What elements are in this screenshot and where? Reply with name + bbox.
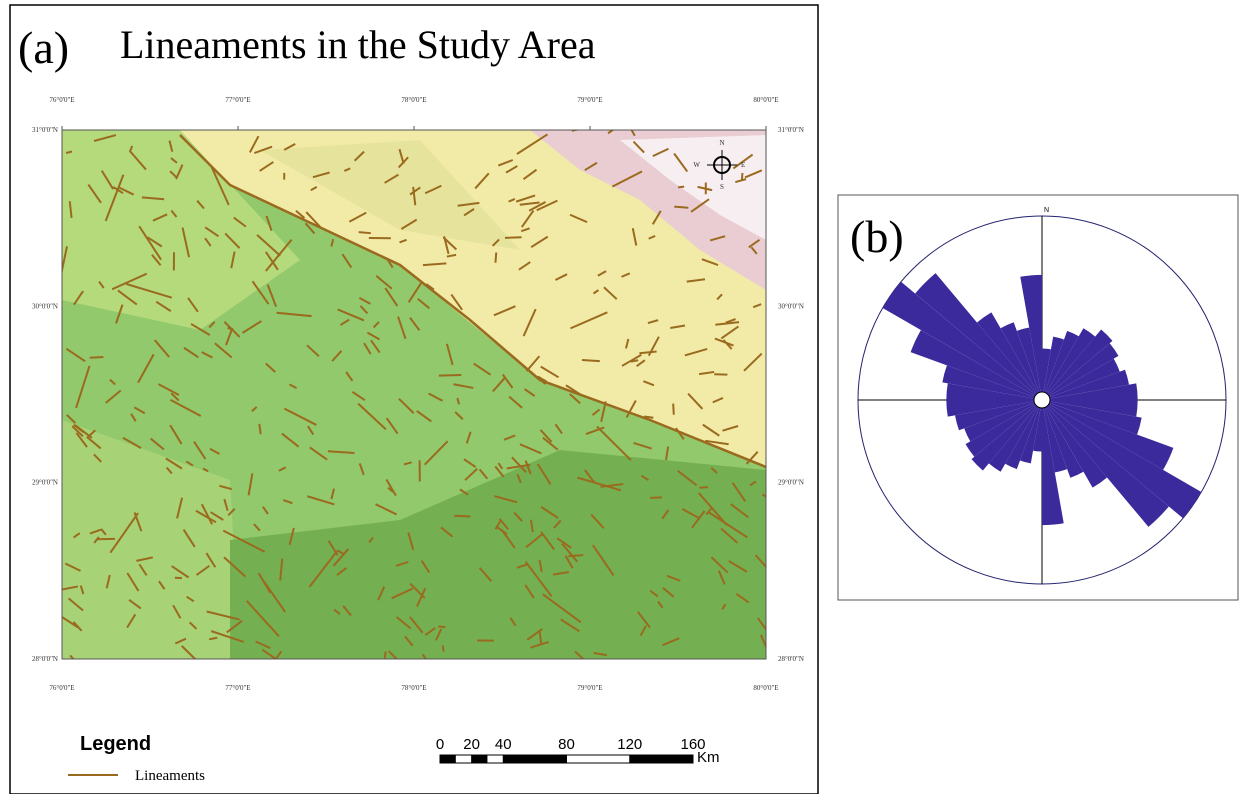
compass-s: S bbox=[720, 183, 724, 191]
scale-segment bbox=[503, 755, 566, 763]
lineament bbox=[678, 187, 684, 188]
lineament bbox=[540, 631, 541, 643]
scale-segment bbox=[472, 755, 488, 763]
scale-segment bbox=[440, 755, 456, 763]
compass-n: N bbox=[719, 139, 724, 147]
panel-a-label: (a) bbox=[18, 22, 69, 73]
panel-b-label: (b) bbox=[850, 211, 904, 262]
lineament bbox=[90, 357, 104, 358]
lineament bbox=[742, 173, 743, 181]
longitude-label: 78°0'0"E bbox=[401, 96, 426, 104]
lineament bbox=[443, 646, 444, 652]
legend-item: Lineaments bbox=[135, 768, 205, 784]
rose-north: N bbox=[1044, 207, 1049, 214]
scale-label: 80 bbox=[558, 736, 575, 753]
compass-e: E bbox=[741, 161, 745, 169]
map-title: Lineaments in the Study Area bbox=[120, 22, 596, 67]
lineament bbox=[359, 232, 371, 233]
scale-label: 0 bbox=[436, 736, 444, 753]
latitude-label: 29°0'0"N bbox=[778, 479, 804, 487]
latitude-label: 30°0'0"N bbox=[32, 302, 58, 310]
lineament bbox=[673, 404, 674, 415]
lineament bbox=[439, 375, 461, 376]
scale-label: 120 bbox=[617, 736, 642, 753]
latitude-label: 31°0'0"N bbox=[32, 126, 58, 134]
compass-w: W bbox=[693, 161, 700, 169]
scale-label: 160 bbox=[680, 736, 705, 753]
longitude-label: 79°0'0"E bbox=[577, 96, 602, 104]
longitude-label: 80°0'0"E bbox=[753, 96, 778, 104]
longitude-label: 77°0'0"E bbox=[225, 684, 250, 692]
lineament bbox=[674, 207, 688, 208]
rose-center bbox=[1034, 392, 1050, 408]
scale-label: 20 bbox=[463, 736, 480, 753]
longitude-label: 78°0'0"E bbox=[401, 684, 426, 692]
lineament bbox=[259, 424, 260, 434]
longitude-label: 76°0'0"E bbox=[49, 96, 74, 104]
lineament bbox=[505, 237, 522, 238]
lineament bbox=[454, 516, 470, 517]
legend-title: Legend bbox=[80, 733, 151, 755]
latitude-label: 30°0'0"N bbox=[778, 302, 804, 310]
scale-segment bbox=[630, 755, 693, 763]
longitude-label: 77°0'0"E bbox=[225, 96, 250, 104]
longitude-label: 76°0'0"E bbox=[49, 684, 74, 692]
latitude-label: 28°0'0"N bbox=[32, 655, 58, 663]
figure: (a) Lineaments in the Study Area N E S W… bbox=[0, 0, 1239, 794]
map-background bbox=[62, 130, 766, 659]
lineament bbox=[568, 555, 583, 556]
lineament bbox=[699, 487, 708, 488]
longitude-label: 79°0'0"E bbox=[577, 684, 602, 692]
latitude-label: 28°0'0"N bbox=[778, 655, 804, 663]
longitude-label: 80°0'0"E bbox=[753, 684, 778, 692]
lineament bbox=[495, 252, 496, 262]
lineament bbox=[631, 360, 638, 361]
scale-label: 40 bbox=[495, 736, 512, 753]
lineament bbox=[582, 360, 600, 361]
lineament bbox=[438, 627, 445, 628]
latitude-label: 31°0'0"N bbox=[778, 126, 804, 134]
latitude-label: 29°0'0"N bbox=[32, 479, 58, 487]
lineament bbox=[66, 152, 72, 153]
